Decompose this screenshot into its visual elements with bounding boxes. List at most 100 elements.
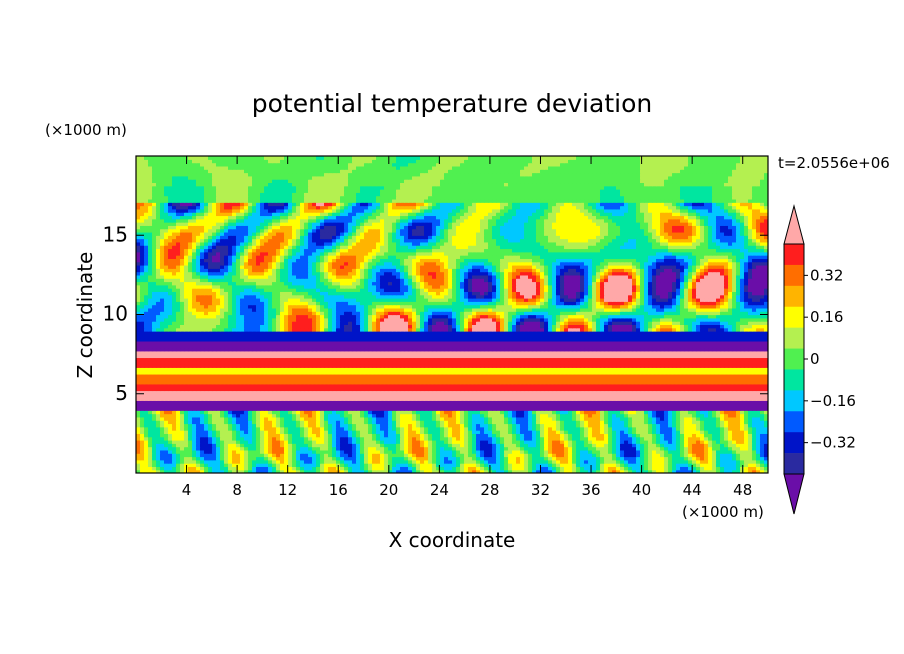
field-cell bbox=[556, 463, 561, 467]
field-cell bbox=[260, 390, 265, 395]
field-cell bbox=[160, 377, 165, 382]
field-cell bbox=[240, 469, 245, 473]
field-cell bbox=[168, 466, 173, 471]
field-cell bbox=[584, 426, 589, 431]
field-cell bbox=[468, 377, 473, 382]
field-cell bbox=[268, 390, 273, 395]
field-cell bbox=[364, 423, 369, 428]
field-cell bbox=[292, 406, 297, 411]
field-cell bbox=[308, 436, 313, 441]
field-cell bbox=[496, 393, 501, 398]
field-cell bbox=[188, 383, 193, 388]
field-cell bbox=[252, 387, 257, 392]
field-cell bbox=[224, 390, 229, 395]
field-cell bbox=[468, 383, 473, 388]
field-cell bbox=[300, 383, 305, 388]
field-cell bbox=[444, 426, 449, 431]
field-cell bbox=[420, 430, 425, 434]
field-cell bbox=[580, 420, 585, 425]
field-cell bbox=[328, 469, 333, 473]
field-cell bbox=[500, 459, 505, 464]
field-cell bbox=[512, 449, 517, 454]
field-cell bbox=[676, 453, 681, 458]
field-cell bbox=[284, 383, 289, 388]
field-cell bbox=[440, 466, 445, 471]
field-cell bbox=[748, 393, 753, 398]
field-cell bbox=[716, 397, 721, 401]
field-cell bbox=[340, 469, 345, 473]
field-cell bbox=[548, 446, 553, 451]
field-cell bbox=[264, 430, 269, 434]
field-cell bbox=[704, 387, 709, 392]
field-cell bbox=[260, 400, 265, 405]
field-cell bbox=[192, 383, 197, 388]
field-cell bbox=[532, 400, 537, 405]
field-cell bbox=[368, 426, 373, 431]
field-cell bbox=[556, 403, 561, 408]
field-cell bbox=[724, 413, 729, 418]
field-cell bbox=[408, 459, 413, 464]
field-cell bbox=[628, 387, 633, 392]
field-cell bbox=[416, 426, 421, 431]
field-cell bbox=[344, 373, 349, 378]
field-cell bbox=[604, 423, 609, 428]
field-cell bbox=[752, 403, 757, 408]
field-cell bbox=[184, 456, 189, 461]
field-cell bbox=[344, 426, 349, 431]
field-cell bbox=[604, 387, 609, 392]
field-cell bbox=[416, 387, 421, 392]
field-cell bbox=[488, 393, 493, 398]
field-cell bbox=[304, 436, 309, 441]
field-cell bbox=[688, 410, 693, 415]
field-cell bbox=[740, 416, 745, 421]
field-cell bbox=[728, 466, 733, 471]
field-cell bbox=[428, 367, 433, 372]
field-cell bbox=[460, 466, 465, 471]
field-cell bbox=[696, 380, 701, 385]
field-cell bbox=[740, 377, 745, 382]
field-cell bbox=[672, 390, 677, 395]
field-cell bbox=[628, 416, 633, 421]
field-cell bbox=[632, 446, 637, 451]
field-cell bbox=[480, 453, 485, 458]
field-cell bbox=[392, 377, 397, 382]
field-cell bbox=[152, 410, 157, 415]
field-cell bbox=[140, 433, 145, 438]
field-cell bbox=[444, 416, 449, 421]
field-cell bbox=[200, 403, 205, 408]
field-cell bbox=[188, 390, 193, 395]
field-cell bbox=[308, 387, 313, 392]
field-cell bbox=[652, 373, 657, 378]
field-cell bbox=[244, 380, 249, 385]
field-cell bbox=[632, 430, 637, 434]
field-cell bbox=[408, 433, 413, 438]
field-cell bbox=[588, 410, 593, 415]
field-cell bbox=[136, 430, 141, 434]
field-cell bbox=[644, 416, 649, 421]
field-cell bbox=[532, 377, 537, 382]
field-cell bbox=[456, 453, 461, 458]
field-cell bbox=[220, 413, 225, 418]
field-cell bbox=[364, 466, 369, 471]
field-cell bbox=[344, 393, 349, 398]
field-cell bbox=[568, 463, 573, 467]
field-cell bbox=[172, 387, 177, 392]
field-cell bbox=[204, 433, 209, 438]
field-cell bbox=[284, 373, 289, 378]
field-cell bbox=[336, 449, 341, 454]
field-cell bbox=[312, 420, 317, 425]
field-cell bbox=[456, 463, 461, 467]
field-cell bbox=[368, 453, 373, 458]
field-cell bbox=[292, 367, 297, 372]
field-cell bbox=[372, 426, 377, 431]
field-cell bbox=[572, 380, 577, 385]
field-cell bbox=[148, 463, 153, 467]
field-cell bbox=[552, 456, 557, 461]
field-cell bbox=[228, 380, 233, 385]
field-cell bbox=[200, 439, 205, 444]
field-cell bbox=[296, 413, 301, 418]
field-cell bbox=[700, 466, 705, 471]
field-cell bbox=[676, 423, 681, 428]
field-cell bbox=[444, 410, 449, 415]
field-cell bbox=[456, 380, 461, 385]
